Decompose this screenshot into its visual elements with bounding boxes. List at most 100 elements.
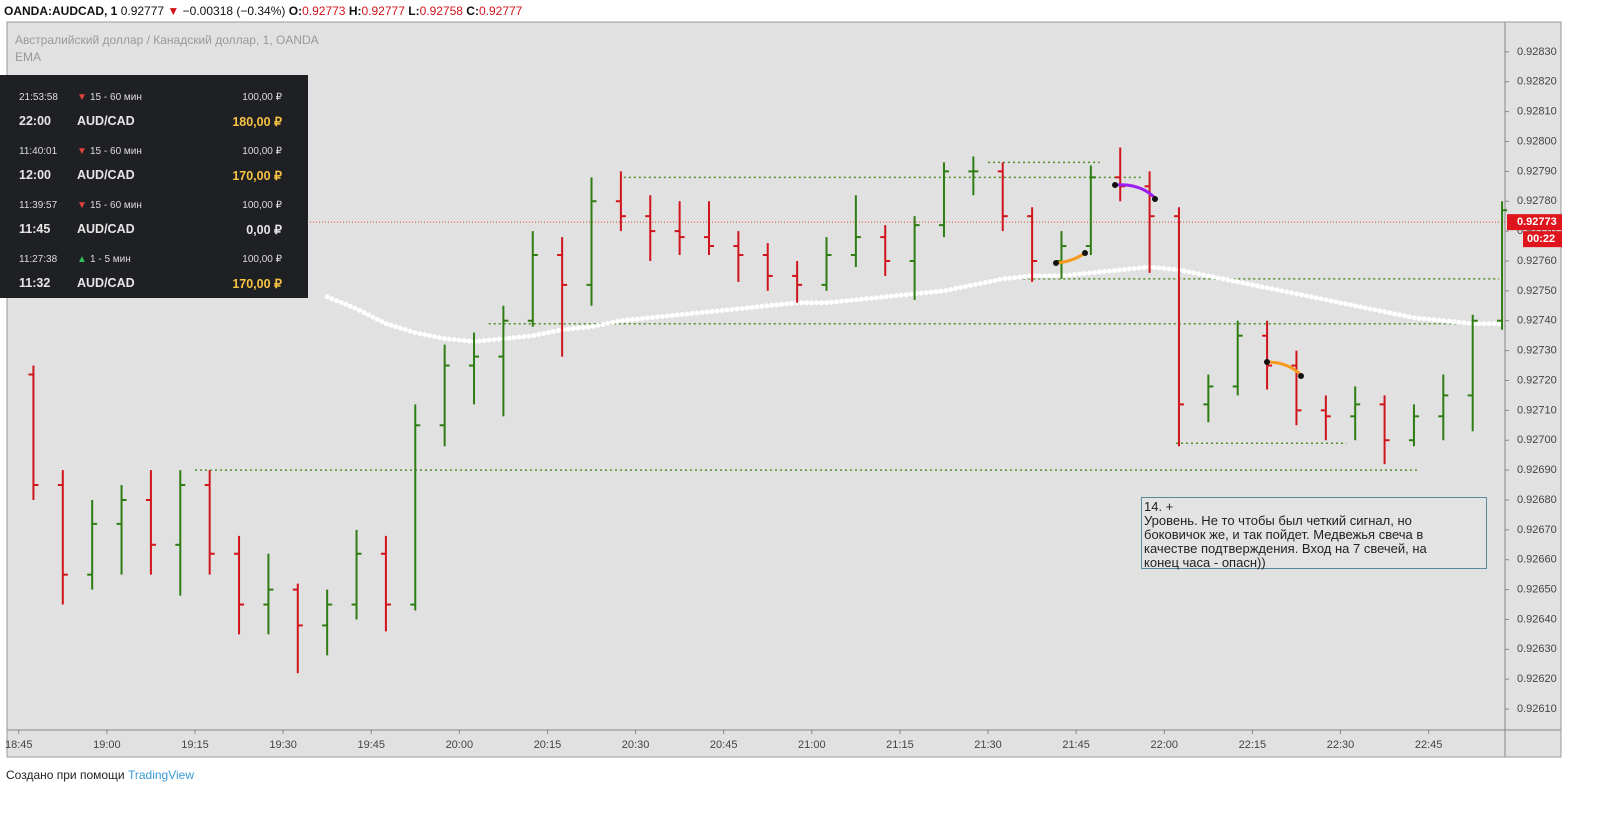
change: −0.00318 (−0.34%) (182, 4, 286, 18)
y-tick-label: 0.92690 (1517, 464, 1557, 476)
footer-text: Создано при помощи (6, 768, 125, 782)
trade-time: 21:53:58 (19, 92, 58, 103)
x-tick-label: 19:15 (181, 739, 209, 751)
trade-amount: 100,00 ₽ (242, 254, 282, 265)
trade-direction: ▼ (77, 146, 87, 157)
trade-duration: 15 - 60 мин (90, 92, 142, 103)
o: 0.92773 (302, 4, 346, 18)
trade-row: 11:27:38 ▲ 1 - 5 мин 100,00 ₽ 11:32 AUD/CAD 17… (0, 237, 308, 291)
annotation-line: конец часа - опасн)) (1144, 555, 1266, 570)
footer: Создано при помощи TradingView (6, 768, 194, 782)
y-tick-label: 0.92780 (1517, 195, 1557, 207)
y-tick-label: 0.92630 (1517, 643, 1557, 655)
trade-pair: AUD/CAD (77, 168, 135, 182)
price: 0.92777 (120, 4, 165, 18)
trade-payout: 0,00 ₽ (246, 223, 282, 237)
o-label: O: (288, 4, 303, 18)
trade-direction: ▼ (77, 92, 87, 103)
trade-payout: 170,00 ₽ (232, 169, 282, 183)
x-tick-label: 18:45 (5, 739, 33, 751)
x-tick-label: 21:15 (886, 739, 914, 751)
y-tick-label: 0.92740 (1517, 315, 1557, 327)
trade-payout: 180,00 ₽ (232, 115, 282, 129)
trade-row: 11:39:57 ▼ 15 - 60 мин 100,00 ₽ 11:45 AUD/CAD… (0, 183, 308, 237)
h-label: H: (348, 4, 362, 18)
y-tick-label: 0.92730 (1517, 345, 1557, 357)
x-tick-label: 21:00 (798, 739, 826, 751)
x-tick-label: 22:00 (1151, 739, 1179, 751)
trade-pair: AUD/CAD (77, 276, 135, 290)
c: 0.92777 (478, 4, 523, 18)
y-tick-label: 0.92790 (1517, 165, 1557, 177)
y-tick-label: 0.92720 (1517, 374, 1557, 386)
trade-time: 11:27:38 (19, 254, 58, 265)
trade-direction: ▲ (77, 254, 87, 265)
l: 0.92758 (419, 4, 463, 18)
c-label: C: (466, 4, 479, 18)
annotation-line: качестве подтверждения. Вход на 7 свечей… (1144, 541, 1427, 556)
symbol-header: OANDA:AUDCAD, 1 0.92777 ▼ −0.00318 (−0.3… (4, 4, 522, 18)
y-tick-label: 0.92620 (1517, 673, 1557, 685)
y-tick-label: 0.92700 (1517, 434, 1557, 446)
l-label: L: (408, 4, 420, 18)
y-tick-label: 0.92710 (1517, 404, 1557, 416)
annotation: 14. + Уровень. Не то чтобы был четкий сиг… (1141, 497, 1487, 570)
trade-pair: AUD/CAD (77, 114, 135, 128)
trade-expiry: 22:00 (19, 114, 51, 128)
y-tick-label: 0.92830 (1517, 46, 1557, 58)
indicator-label: EMA (15, 50, 41, 64)
trade-expiry: 12:00 (19, 168, 51, 182)
y-tick-label: 0.92800 (1517, 135, 1557, 147)
trade-pair: AUD/CAD (77, 222, 135, 236)
trade-duration: 15 - 60 мин (90, 146, 142, 157)
trades-panel: 21:53:58 ▼ 15 - 60 мин 100,00 ₽22:00 AUD/CAD… (0, 75, 308, 298)
trade-amount: 100,00 ₽ (242, 200, 282, 211)
y-tick-label: 0.92610 (1517, 703, 1557, 715)
y-tick-label: 0.92640 (1517, 613, 1557, 625)
annotation-line: боковичок же, и так пойдет. Медвежья све… (1144, 527, 1424, 542)
x-tick-label: 20:30 (622, 739, 650, 751)
symbol: OANDA:AUDCAD, 1 (4, 4, 118, 18)
trade-row: 21:53:58 ▼ 15 - 60 мин 100,00 ₽ 22:00 AUD/CAD… (0, 75, 308, 129)
chart-title: Австралийский доллар / Канадский доллар,… (15, 33, 319, 47)
x-tick-label: 21:30 (974, 739, 1002, 751)
arrows (1053, 182, 1304, 379)
y-tick-label: 0.92760 (1517, 255, 1557, 267)
trade-amount: 100,00 ₽ (242, 146, 282, 157)
trade-duration: 1 - 5 мин (90, 254, 131, 265)
x-tick-label: 19:00 (93, 739, 121, 751)
y-tick-label: 0.92660 (1517, 554, 1557, 566)
countdown-label: 00:22 (1527, 233, 1555, 245)
trade-expiry: 11:32 (19, 276, 51, 290)
frame (6, 21, 1562, 758)
x-tick-label: 22:45 (1415, 739, 1443, 751)
x-tick-label: 20:00 (446, 739, 474, 751)
trade-time: 11:40:01 (19, 146, 58, 157)
time-axis-bg (7, 730, 1505, 757)
price-axis-bg (1505, 22, 1561, 757)
arrow: ▼ (167, 4, 180, 18)
countdown-badge (1523, 231, 1562, 248)
x-tick-label: 22:30 (1327, 739, 1355, 751)
h: 0.92777 (361, 4, 405, 18)
trade-payout: 170,00 ₽ (232, 277, 282, 291)
x-tick-label: 20:15 (534, 739, 562, 751)
trade-amount: 100,00 ₽ (242, 92, 282, 103)
last-price-badge (1507, 214, 1562, 231)
drawings (7, 147, 1508, 674)
x-tick-label: 20:45 (710, 739, 738, 751)
x-tick-label: 19:45 (357, 739, 385, 751)
trade-row: 11:40:01 ▼ 15 - 60 мин 100,00 ₽ 12:00 AUD/CAD… (0, 129, 308, 183)
trade-duration: 15 - 60 мин (90, 200, 142, 211)
annotation-line: Уровень. Не то чтобы был четкий сигнал, … (1144, 513, 1412, 528)
last-price-label: 0.92773 (1517, 216, 1557, 228)
trade-time: 11:39:57 (19, 200, 58, 211)
x-tick-label: 22:15 (1239, 739, 1267, 751)
y-tick-label: 0.92810 (1517, 106, 1557, 118)
y-tick-label: 0.92650 (1517, 584, 1557, 596)
brand[interactable]: TradingView (127, 768, 195, 782)
y-tick-label: 0.92820 (1517, 76, 1557, 88)
y-tick-label: 0.92670 (1517, 524, 1557, 536)
y-tick-label: 0.92750 (1517, 285, 1557, 297)
